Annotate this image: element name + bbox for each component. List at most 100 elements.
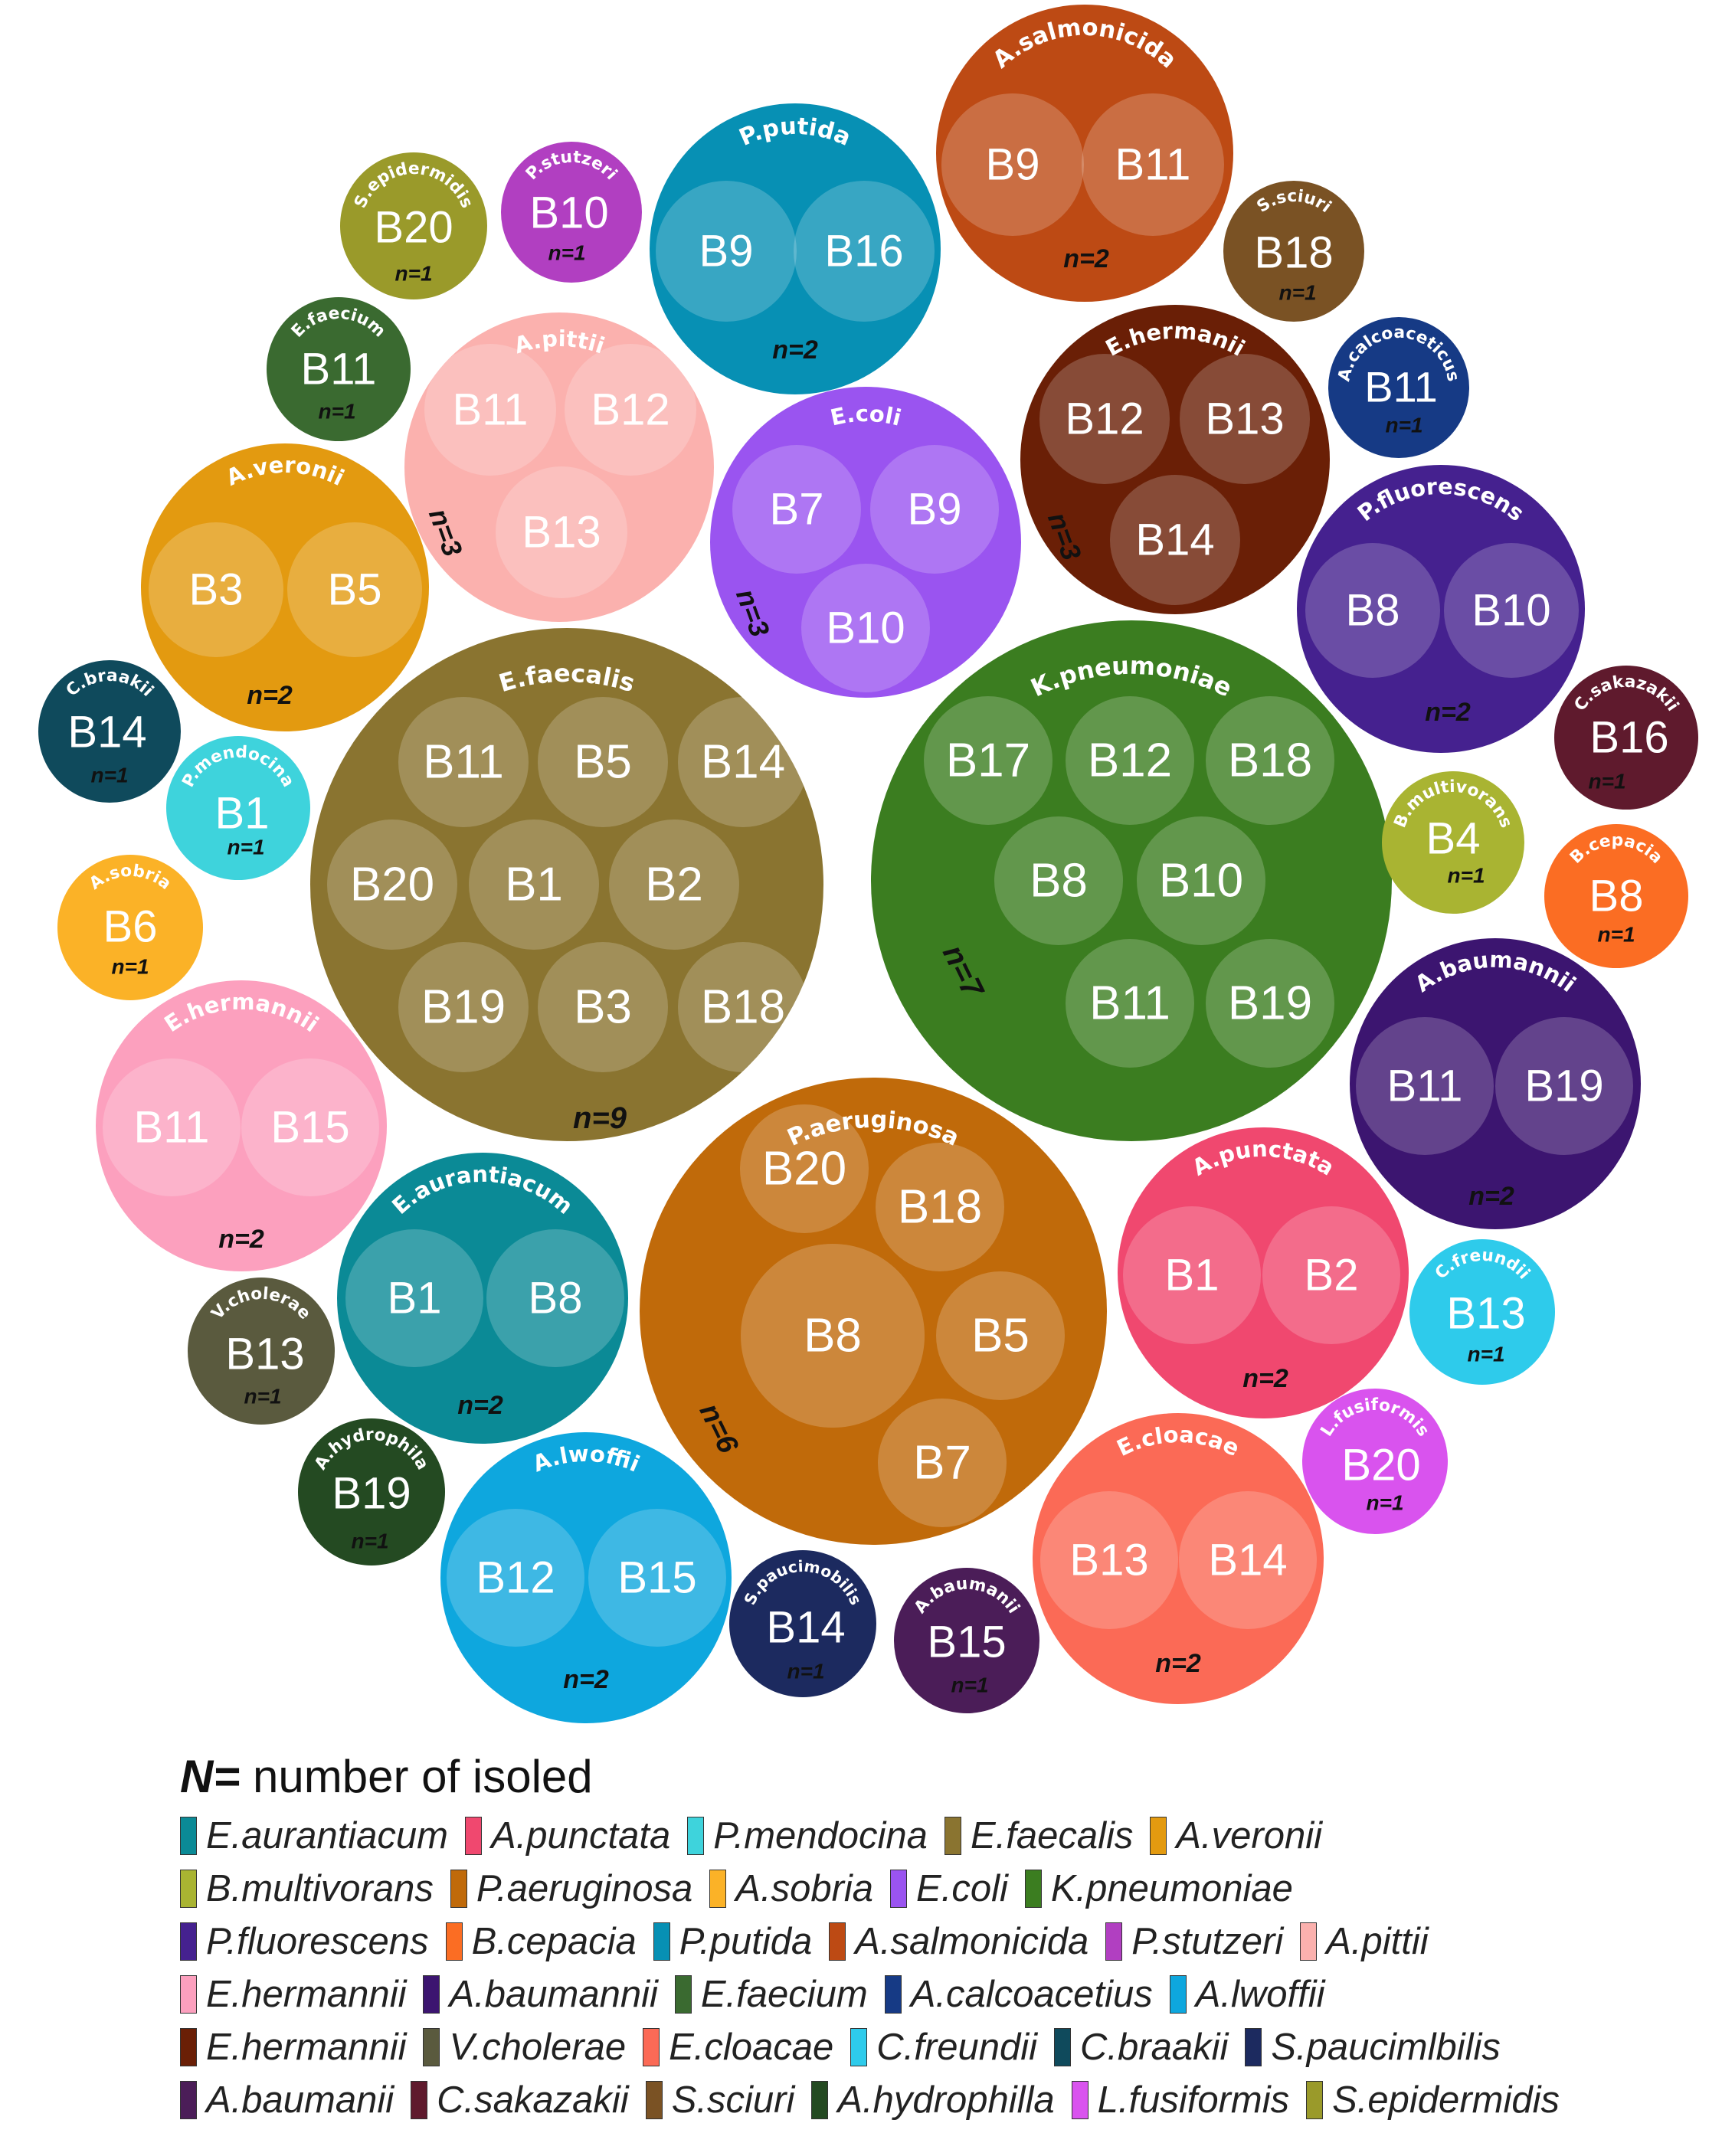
isolate-label: B5 <box>971 1310 1030 1363</box>
legend-row: E.hermannii A.baumannii E.faecium A.calcoac… <box>180 1968 1712 2020</box>
legend: N= number of isoled E.aurantiacum A.punct… <box>180 1750 1712 2126</box>
isolate-label: B7 <box>913 1437 971 1490</box>
isolate-label: B18 <box>701 981 785 1034</box>
species-label: E.coli <box>828 401 904 431</box>
count-label: n=1 <box>111 955 149 979</box>
isolate-circle <box>1040 1491 1178 1629</box>
bubble-circle <box>96 980 387 1271</box>
isolate-label: B13 <box>1205 394 1284 444</box>
legend-label: B.multivorans <box>206 1867 434 1909</box>
isolate-circle <box>149 522 283 657</box>
count-label: n=2 <box>772 335 818 365</box>
legend-title-key: N= <box>180 1751 241 1802</box>
isolate-label: B13 <box>1069 1536 1148 1585</box>
count-label: n=2 <box>247 681 293 710</box>
legend-item-e-aurantiacum: E.aurantiacum <box>180 1814 448 1857</box>
legend-rows: E.aurantiacum A.punctata P.mendocina E.faec… <box>180 1809 1712 2126</box>
isolate-label: B8 <box>529 1274 583 1323</box>
isolate-label: B11 <box>134 1103 210 1153</box>
legend-swatch <box>674 1974 692 2014</box>
isolate-label: B16 <box>1589 713 1668 763</box>
legend-item-c-sakazakii: C.sakazakii <box>411 2079 629 2122</box>
isolate-label: B13 <box>225 1330 304 1379</box>
legend-label: S.sciuri <box>671 2079 795 2121</box>
bubble-circle <box>310 628 823 1141</box>
isolate-label: B10 <box>529 188 608 238</box>
isolate-label: B13 <box>1446 1289 1525 1339</box>
legend-label: C.freundii <box>876 2026 1038 2068</box>
count-label: n=1 <box>318 400 355 424</box>
legend-row: E.hermannii V.cholerae E.cloacae C.freundii… <box>180 2020 1712 2073</box>
legend-swatch <box>829 1922 846 1961</box>
bubble-circle <box>1409 1239 1555 1385</box>
legend-swatch <box>944 1816 961 1855</box>
isolate-circle <box>565 344 696 476</box>
legend-label: P.stutzeri <box>1131 1920 1284 1962</box>
legend-swatch <box>411 2080 428 2119</box>
legend-item-a-calcoacetius: A.calcoacetius <box>884 1973 1153 2016</box>
isolate-circle <box>287 522 422 657</box>
isolate-circle <box>870 445 999 574</box>
isolate-circle <box>678 942 808 1072</box>
isolate-label: B14 <box>1135 515 1214 565</box>
isolate-circle <box>936 1271 1065 1400</box>
legend-swatch <box>180 1869 197 1908</box>
bubble-circle <box>729 1550 876 1697</box>
isolate-label: B15 <box>617 1553 696 1603</box>
isolate-circle <box>656 181 797 322</box>
legend-item-s-sciuri: S.sciuri <box>645 2079 795 2122</box>
legend-label: P.fluorescens <box>206 1920 429 1962</box>
legend-swatch <box>687 1816 705 1855</box>
isolate-label: B14 <box>701 736 785 789</box>
isolate-circle <box>1444 543 1579 678</box>
legend-item-s-epidermidis: S.epidermidis <box>1306 2079 1560 2122</box>
isolate-circle <box>1180 354 1310 484</box>
isolate-label: B14 <box>766 1603 845 1653</box>
isolate-label: B10 <box>1472 586 1550 636</box>
legend-label: E.faecium <box>700 1973 868 2015</box>
isolate-label: B20 <box>762 1143 846 1196</box>
isolate-circle <box>1082 93 1224 236</box>
legend-item-c-freundii: C.freundii <box>850 2026 1037 2069</box>
bubble-circle <box>440 1432 732 1723</box>
count-label: n=1 <box>351 1529 388 1553</box>
legend-label: L.fusiformis <box>1097 2079 1290 2121</box>
legend-item-e-faecalis: E.faecalis <box>944 1814 1133 1857</box>
isolate-label: B11 <box>1115 140 1191 190</box>
isolate-label: B11 <box>423 736 504 789</box>
isolate-label: B19 <box>421 981 506 1034</box>
isolate-label: B15 <box>270 1103 349 1153</box>
isolate-circle <box>424 344 556 476</box>
legend-item-b-multivorans: B.multivorans <box>180 1867 434 1910</box>
legend-label: A.punctata <box>490 1814 671 1857</box>
count-label: n=1 <box>548 241 585 265</box>
legend-row: A.baumanii C.sakazakii S.sciuri A.hydrophil… <box>180 2073 1712 2126</box>
isolate-circle <box>1123 1206 1261 1344</box>
bubble-circle <box>640 1078 1107 1545</box>
isolate-label: B20 <box>374 203 453 253</box>
legend-label: E.hermannii <box>206 1973 407 2015</box>
legend-label: P.mendocina <box>713 1814 928 1857</box>
bubble-circle <box>1020 305 1330 614</box>
bubble-circle <box>501 142 642 283</box>
legend-label: A.sobria <box>735 1867 874 1909</box>
isolate-label: B1 <box>505 859 563 911</box>
bubble-circle <box>1328 317 1469 458</box>
isolate-circle <box>801 564 930 692</box>
isolate-label: B18 <box>1254 228 1333 278</box>
count-label: n=1 <box>90 764 128 787</box>
count-label: n=2 <box>563 1665 609 1694</box>
legend-item-p-aeruginosa: P.aeruginosa <box>450 1867 692 1910</box>
legend-label: E.cloacae <box>669 2026 834 2068</box>
bubble-circle <box>1297 465 1585 753</box>
count-label: n=1 <box>1278 281 1316 305</box>
isolate-circle <box>1356 1017 1494 1155</box>
isolate-label: B16 <box>824 227 903 276</box>
